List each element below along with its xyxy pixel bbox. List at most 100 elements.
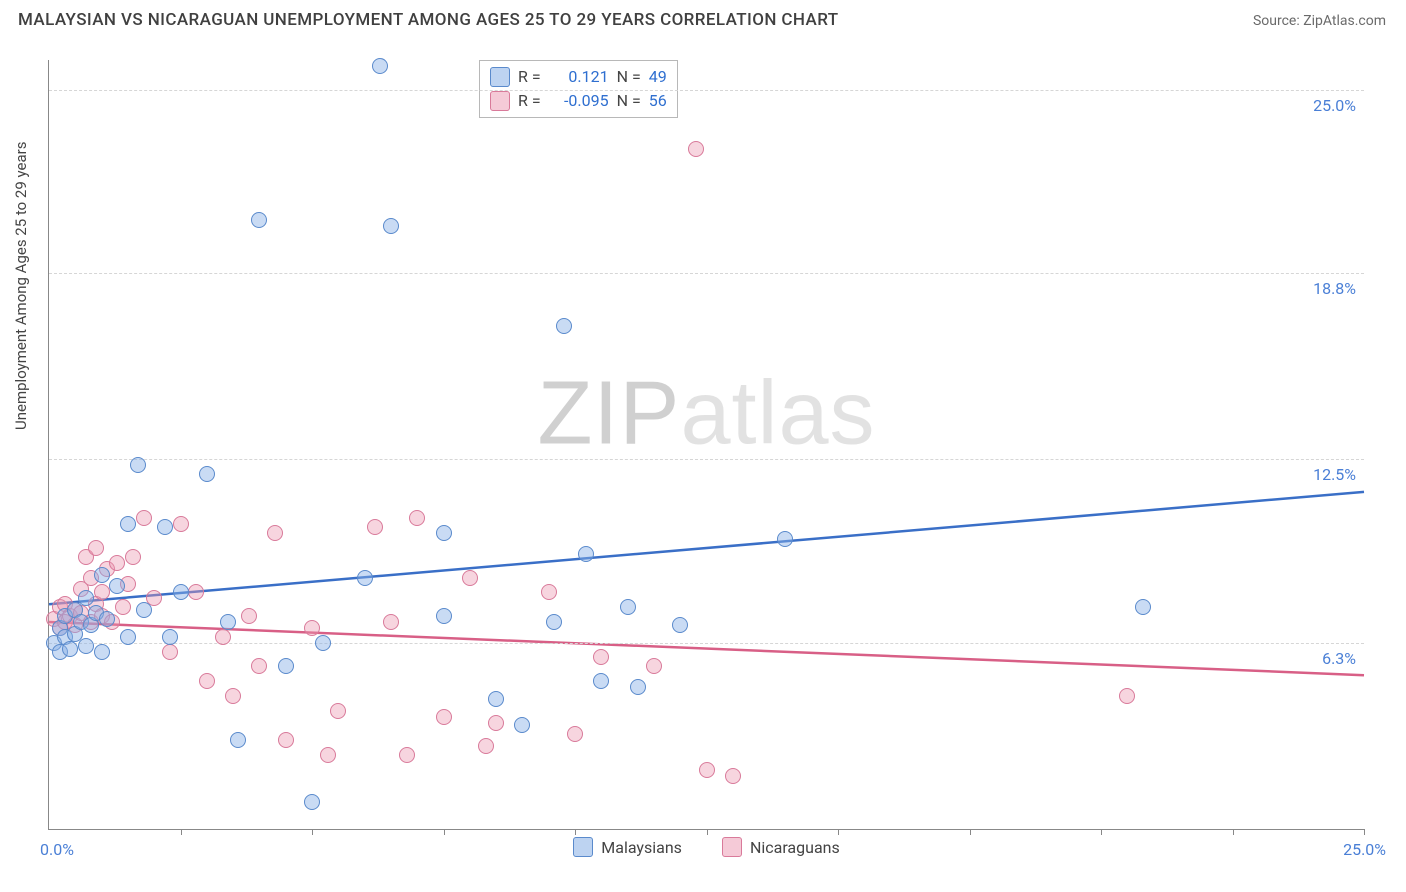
x-tick <box>1233 829 1234 835</box>
x-tick <box>707 829 708 835</box>
data-point <box>478 738 494 754</box>
data-point <box>409 510 425 526</box>
data-point <box>620 599 636 615</box>
data-point <box>162 644 178 660</box>
data-point <box>646 658 662 674</box>
data-point <box>136 510 152 526</box>
data-point <box>1135 599 1151 615</box>
y-tick-label: 18.8% <box>1313 279 1356 298</box>
n-label: N = <box>617 89 641 113</box>
data-point <box>546 614 562 630</box>
data-point <box>399 747 415 763</box>
gridline <box>49 643 1364 644</box>
data-point <box>130 457 146 473</box>
gridline <box>49 90 1364 91</box>
x-tick <box>838 829 839 835</box>
data-point <box>278 732 294 748</box>
data-point <box>593 649 609 665</box>
y-axis-title: Unemployment Among Ages 25 to 29 years <box>12 142 30 430</box>
trend-line <box>49 492 1364 604</box>
legend-row-nicaraguans: R = -0.095 N = 56 <box>490 89 667 113</box>
data-point <box>315 635 331 651</box>
watermark: ZIPatlas <box>537 362 875 465</box>
data-point <box>99 611 115 627</box>
x-tick <box>181 829 182 835</box>
x-tick <box>444 829 445 835</box>
x-tick <box>312 829 313 835</box>
data-point <box>462 570 478 586</box>
x-tick <box>1364 829 1365 835</box>
data-point <box>630 679 646 695</box>
data-point <box>120 629 136 645</box>
trend-lines-svg <box>49 60 1364 829</box>
data-point <box>436 525 452 541</box>
data-point <box>578 546 594 562</box>
watermark-atlas: atlas <box>680 363 875 463</box>
y-tick-label: 12.5% <box>1313 465 1356 484</box>
n-label: N = <box>617 65 641 89</box>
gridline <box>49 459 1364 460</box>
data-point <box>215 629 231 645</box>
data-point <box>593 673 609 689</box>
swatch-pink-icon <box>490 91 510 111</box>
data-point <box>699 762 715 778</box>
x-axis-max-label: 25.0% <box>1343 840 1386 859</box>
data-point <box>436 608 452 624</box>
data-point <box>320 747 336 763</box>
y-tick-label: 6.3% <box>1322 649 1356 668</box>
data-point <box>251 658 267 674</box>
data-point <box>488 715 504 731</box>
y-tick-label: 25.0% <box>1313 96 1356 115</box>
data-point <box>278 658 294 674</box>
data-point <box>556 318 572 334</box>
swatch-blue-icon <box>573 837 593 857</box>
x-tick <box>1101 829 1102 835</box>
data-point <box>120 516 136 532</box>
data-point <box>173 516 189 532</box>
data-point <box>367 519 383 535</box>
x-axis-origin-label: 0.0% <box>40 840 74 859</box>
data-point <box>1119 688 1135 704</box>
data-point <box>725 768 741 784</box>
data-point <box>188 584 204 600</box>
data-point <box>436 709 452 725</box>
r-value-malaysians: 0.121 <box>549 65 609 89</box>
x-tick <box>970 829 971 835</box>
n-value-malaysians: 49 <box>649 65 667 89</box>
series-legend: Malaysians Nicaraguans <box>49 837 1364 857</box>
r-label: R = <box>518 89 541 113</box>
legend-item-malaysians: Malaysians <box>573 837 682 857</box>
data-point <box>88 540 104 556</box>
chart-title: MALAYSIAN VS NICARAGUAN UNEMPLOYMENT AMO… <box>18 10 839 30</box>
data-point <box>777 531 793 547</box>
data-point <box>199 466 215 482</box>
legend-item-nicaraguans: Nicaraguans <box>722 837 840 857</box>
data-point <box>115 599 131 615</box>
data-point <box>157 519 173 535</box>
data-point <box>162 629 178 645</box>
source-attribution: Source: ZipAtlas.com <box>1253 13 1386 29</box>
data-point <box>94 567 110 583</box>
data-point <box>357 570 373 586</box>
data-point <box>541 584 557 600</box>
data-point <box>136 602 152 618</box>
data-point <box>199 673 215 689</box>
data-point <box>109 578 125 594</box>
watermark-zip: ZIP <box>537 363 680 463</box>
data-point <box>109 555 125 571</box>
data-point <box>514 717 530 733</box>
data-point <box>383 614 399 630</box>
data-point <box>567 726 583 742</box>
legend-label-malaysians: Malaysians <box>601 838 682 857</box>
chart-plot-area: ZIPatlas R = 0.121 N = 49 R = -0.095 N =… <box>48 60 1364 830</box>
data-point <box>173 584 189 600</box>
data-point <box>225 688 241 704</box>
data-point <box>383 218 399 234</box>
data-point <box>78 638 94 654</box>
legend-row-malaysians: R = 0.121 N = 49 <box>490 65 667 89</box>
data-point <box>62 641 78 657</box>
swatch-pink-icon <box>722 837 742 857</box>
r-label: R = <box>518 65 541 89</box>
data-point <box>372 58 388 74</box>
data-point <box>125 549 141 565</box>
